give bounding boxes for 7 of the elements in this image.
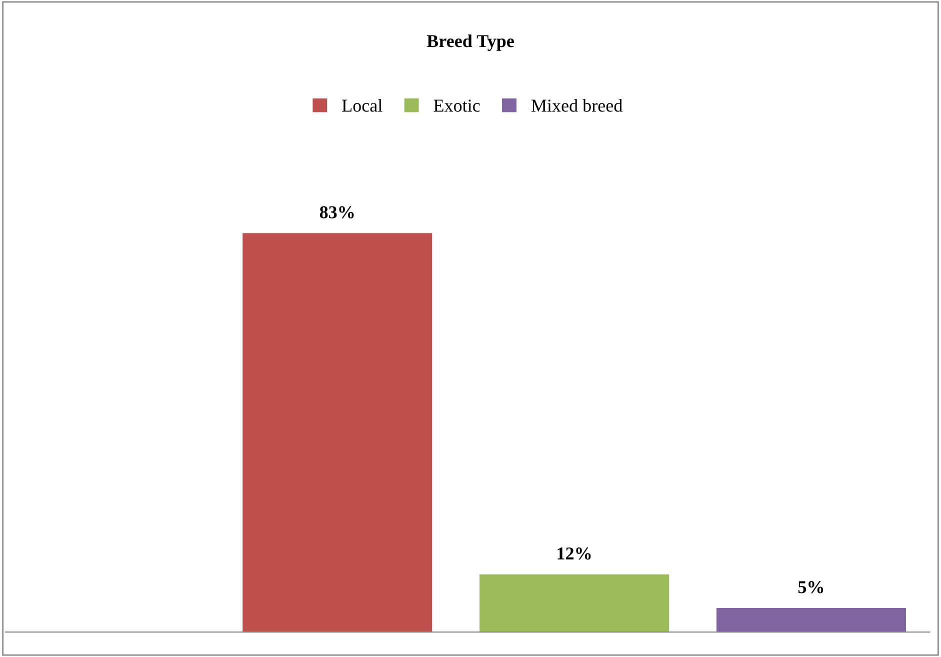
legend-label: Mixed breed	[531, 99, 622, 112]
legend-label: Exotic	[434, 100, 480, 112]
data-label: 12%	[558, 547, 591, 560]
data-label: 5%	[798, 581, 824, 594]
legend-label: Local	[342, 99, 382, 112]
chart-title: Breed Type	[426, 34, 514, 51]
data-label: 83%	[320, 206, 354, 218]
